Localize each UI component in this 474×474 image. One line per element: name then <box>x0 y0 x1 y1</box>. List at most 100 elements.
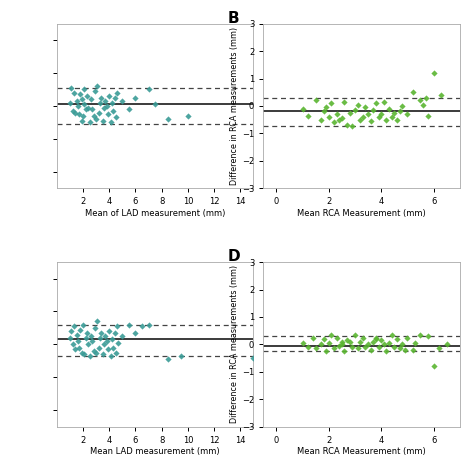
Point <box>106 92 113 100</box>
Point <box>67 84 75 91</box>
Point <box>435 345 443 352</box>
Point <box>299 105 306 112</box>
Point <box>75 110 83 118</box>
Point <box>94 82 101 90</box>
Point <box>320 108 328 115</box>
Point <box>383 347 390 355</box>
Point <box>87 332 95 340</box>
Point <box>299 339 306 347</box>
Point <box>359 334 366 341</box>
Point <box>336 116 343 123</box>
Point <box>99 117 107 125</box>
Point <box>365 341 372 348</box>
Point <box>304 112 311 119</box>
Point <box>338 341 346 348</box>
Point <box>341 98 348 106</box>
Point <box>403 334 411 341</box>
Point <box>309 334 317 341</box>
Point <box>75 344 83 351</box>
Point <box>422 94 429 101</box>
Point <box>66 334 74 342</box>
Point <box>312 345 319 352</box>
Point <box>67 328 75 335</box>
Point <box>82 334 90 342</box>
Point <box>403 110 411 118</box>
Point <box>82 105 90 113</box>
Point <box>365 110 372 118</box>
Point <box>411 339 419 347</box>
Point <box>109 344 117 351</box>
Point <box>108 99 116 107</box>
Point <box>90 347 97 355</box>
Point <box>385 105 393 112</box>
Point <box>100 341 108 348</box>
Point <box>70 89 78 97</box>
Point <box>79 96 86 103</box>
Point <box>375 113 383 121</box>
X-axis label: Mean RCA Measurement (mm): Mean RCA Measurement (mm) <box>297 447 426 456</box>
Point <box>346 109 354 117</box>
Point <box>372 334 380 341</box>
Point <box>330 118 338 126</box>
Point <box>101 97 109 105</box>
Point <box>304 343 311 351</box>
Point <box>348 123 356 130</box>
Point <box>375 343 383 351</box>
Point <box>370 106 377 114</box>
Point <box>425 112 432 119</box>
Point <box>388 113 395 121</box>
Point <box>356 338 364 346</box>
Point <box>338 114 346 122</box>
Point <box>396 108 403 115</box>
Point <box>250 354 257 361</box>
X-axis label: Mean RCA Measurement (mm): Mean RCA Measurement (mm) <box>297 209 426 218</box>
Point <box>112 114 119 121</box>
Point <box>164 115 172 123</box>
Point <box>115 339 122 346</box>
Point <box>104 346 112 353</box>
Point <box>338 338 346 346</box>
Point <box>113 89 121 97</box>
Point <box>351 106 359 114</box>
Point <box>111 94 118 101</box>
Point <box>372 335 380 343</box>
Point <box>145 86 152 93</box>
Y-axis label: Difference in RCA measurements (mm): Difference in RCA measurements (mm) <box>230 27 239 185</box>
Point <box>74 337 82 345</box>
Point <box>184 112 191 119</box>
Point <box>145 321 152 328</box>
Point <box>69 341 76 348</box>
Point <box>103 102 110 109</box>
Point <box>343 121 351 129</box>
Point <box>419 101 427 109</box>
Point <box>430 69 438 77</box>
Point <box>81 350 88 358</box>
Point <box>367 117 374 125</box>
Point <box>118 97 126 105</box>
Point <box>109 107 117 115</box>
Point <box>417 97 424 104</box>
Point <box>118 332 126 340</box>
Point <box>438 91 445 99</box>
Point <box>91 87 99 95</box>
Point <box>325 339 333 347</box>
Point <box>151 100 159 108</box>
Point <box>370 338 377 346</box>
Point <box>354 101 361 109</box>
Point <box>398 341 406 348</box>
Point <box>84 341 92 348</box>
Point <box>401 346 409 354</box>
Point <box>101 332 109 340</box>
Point <box>354 345 361 352</box>
X-axis label: Mean of LAD measurement (mm): Mean of LAD measurement (mm) <box>85 209 225 218</box>
Point <box>100 104 108 111</box>
Point <box>393 116 401 123</box>
Point <box>78 117 86 125</box>
Point <box>336 342 343 349</box>
Point <box>91 324 99 332</box>
Point <box>112 349 119 356</box>
Point <box>74 102 82 109</box>
Point <box>362 103 369 111</box>
Point <box>377 110 385 118</box>
Point <box>385 339 393 347</box>
